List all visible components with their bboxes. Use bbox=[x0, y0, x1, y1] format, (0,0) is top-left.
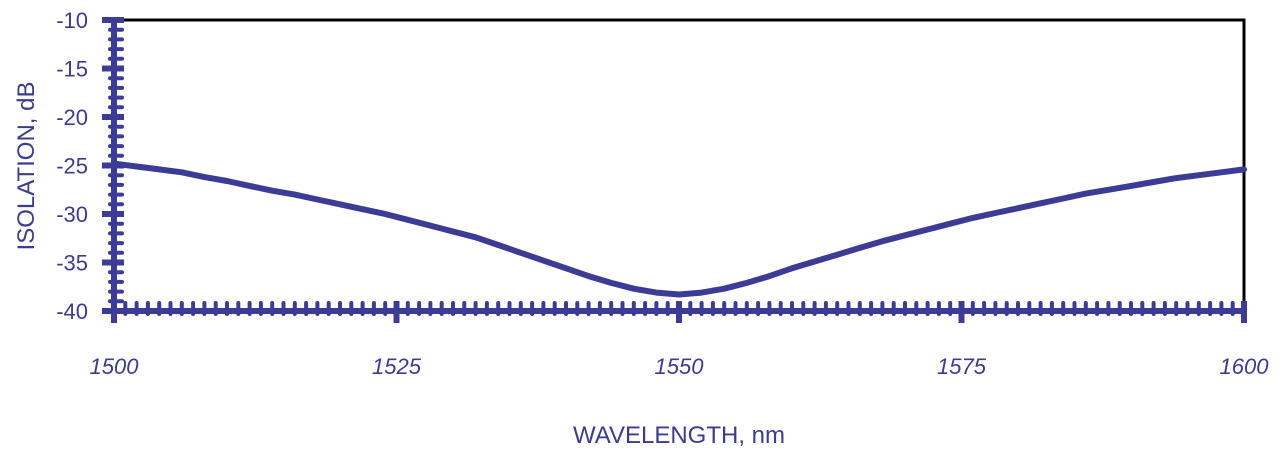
x-tick-label: 1500 bbox=[90, 354, 140, 379]
x-tick-label: 1600 bbox=[1220, 354, 1270, 379]
x-tick-label: 1550 bbox=[655, 354, 705, 379]
x-tick-label: 1525 bbox=[372, 354, 422, 379]
tick-labels: 1500 1525 1550 1575 1600 -10 -15 -20 -25 -30 -35 -4… bbox=[56, 8, 1269, 379]
y-tick-label: -30 bbox=[56, 202, 88, 227]
x-tick-label: 1575 bbox=[937, 354, 987, 379]
x-axis-label: WAVELENGTH, nm bbox=[573, 422, 785, 449]
y-tick-label: -35 bbox=[56, 251, 88, 276]
y-tick-label: -20 bbox=[56, 105, 88, 130]
isolation-series-line bbox=[111, 160, 1247, 298]
axes-group bbox=[102, 17, 1247, 323]
y-axis-label: ISOLATION, dB bbox=[13, 82, 40, 251]
y-tick-label: -15 bbox=[56, 57, 88, 82]
plot-frame bbox=[112, 18, 1246, 314]
y-tick-label: -40 bbox=[56, 299, 88, 324]
y-tick-label: -10 bbox=[56, 8, 88, 33]
series-group bbox=[111, 160, 1247, 298]
y-tick-label: -25 bbox=[56, 154, 88, 179]
